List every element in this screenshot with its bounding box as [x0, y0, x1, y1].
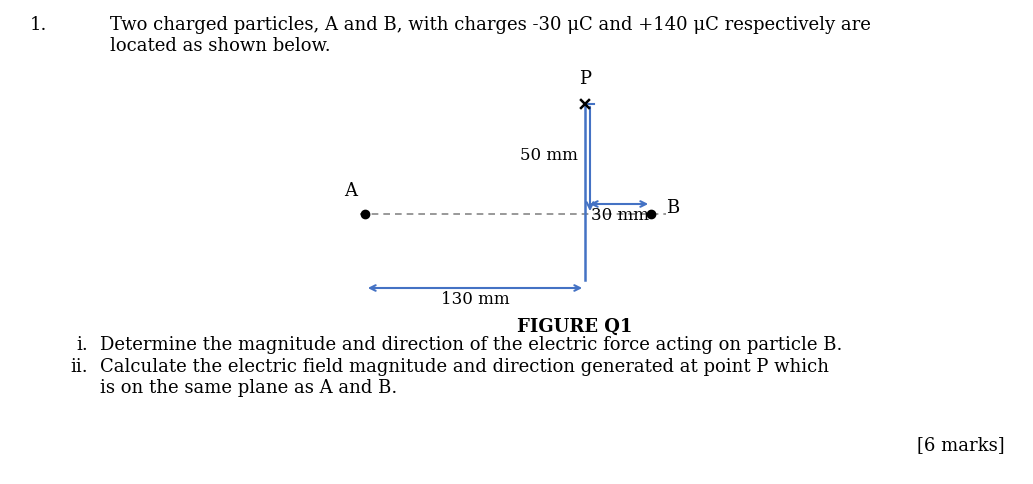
Text: A: A — [344, 182, 357, 200]
Text: is on the same plane as A and B.: is on the same plane as A and B. — [100, 379, 398, 397]
Text: ii.: ii. — [70, 358, 88, 376]
Text: i.: i. — [76, 336, 88, 354]
Text: P: P — [580, 70, 591, 88]
Text: Two charged particles, A and B, with charges -30 μC and +140 μC respectively are: Two charged particles, A and B, with cha… — [109, 16, 871, 34]
Text: FIGURE Q1: FIGURE Q1 — [518, 318, 632, 336]
Text: 30 mm: 30 mm — [591, 207, 649, 224]
Text: 50 mm: 50 mm — [521, 147, 578, 164]
Text: Calculate the electric field magnitude and direction generated at point P which: Calculate the electric field magnitude a… — [100, 358, 829, 376]
Text: Determine the magnitude and direction of the electric force acting on particle B: Determine the magnitude and direction of… — [100, 336, 842, 354]
Text: 1.: 1. — [30, 16, 48, 34]
Text: 130 mm: 130 mm — [441, 291, 509, 308]
Text: located as shown below.: located as shown below. — [109, 37, 331, 55]
Text: B: B — [666, 199, 680, 217]
Text: [6 marks]: [6 marks] — [917, 436, 1005, 454]
